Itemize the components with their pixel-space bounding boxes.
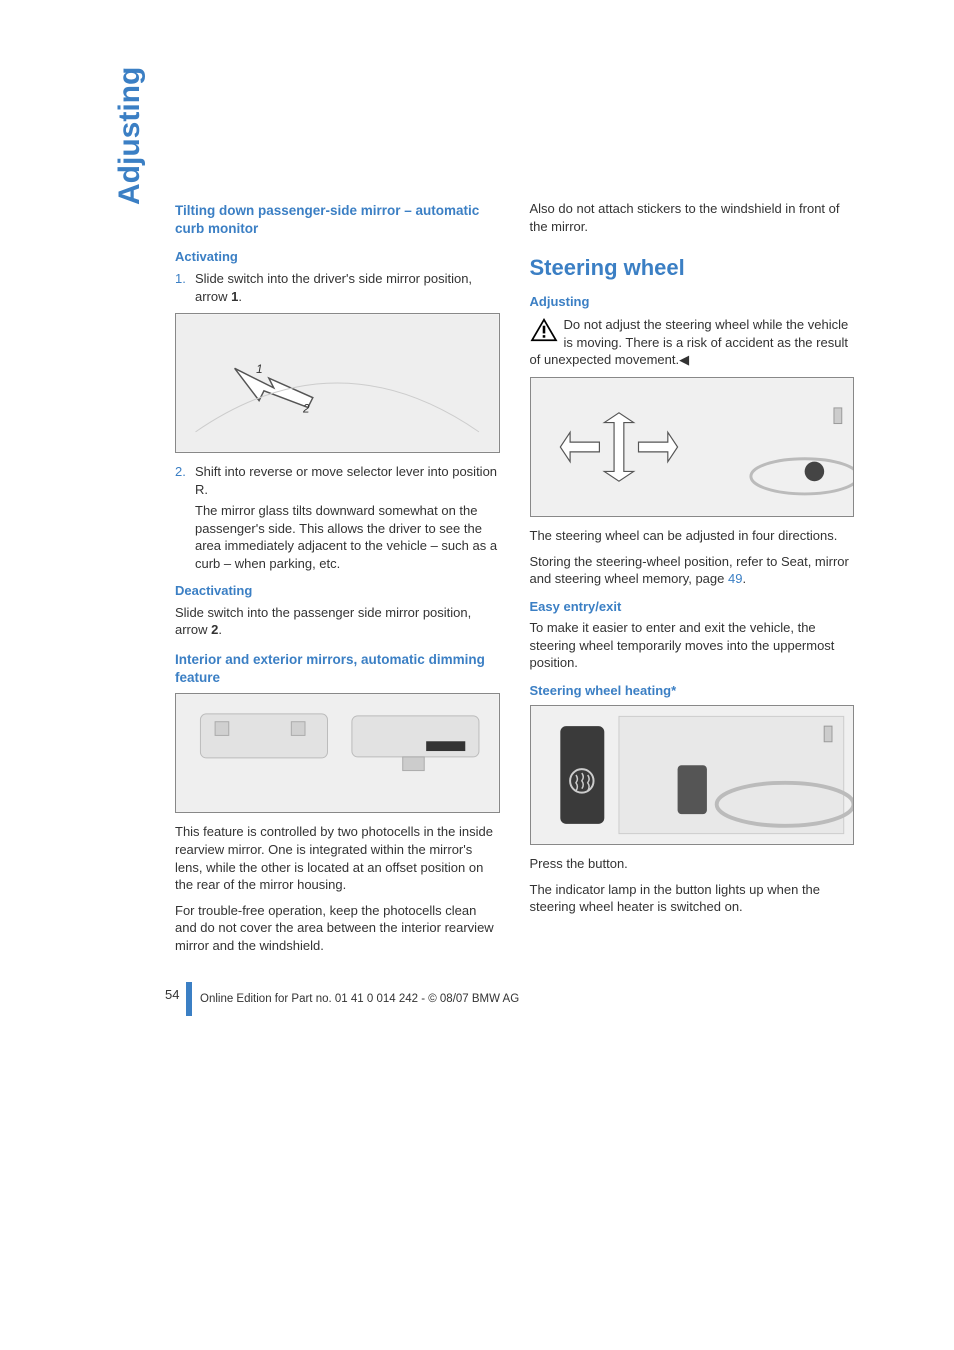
mirrors-para-1: This feature is controlled by two photoc… [175, 823, 500, 893]
figure-rearview-mirror [175, 693, 500, 813]
svg-text:1: 1 [256, 363, 263, 376]
sw-adjust-p2: Storing the steering-wheel position, ref… [530, 553, 855, 588]
page: Adjusting Tilting down passenger-side mi… [0, 0, 954, 1066]
content-columns: Tilting down passenger-side mirror – aut… [175, 200, 854, 962]
activating-item-2: 2. Shift into reverse or move selector l… [175, 463, 500, 572]
swh-p2: The indicator lamp in the button lights … [530, 881, 855, 916]
footer-accent-bar [186, 982, 192, 1016]
heading-sw-adjusting: Adjusting [530, 293, 855, 311]
section-tab-adjusting: Adjusting [110, 67, 151, 205]
warning-icon [530, 318, 558, 342]
warning-block: Do not adjust the steering wheel while t… [530, 316, 855, 369]
figure-steering-adjust [530, 377, 855, 517]
sw-adjust-p1: The steering wheel can be adjusted in fo… [530, 527, 855, 545]
page-footer: 54 Online Edition for Part no. 01 41 0 0… [100, 986, 854, 1026]
heading-tilting-mirror: Tilting down passenger-side mirror – aut… [175, 202, 500, 238]
swh-p1: Press the button. [530, 855, 855, 873]
figure-sw-heating [530, 705, 855, 845]
footer-text: Online Edition for Part no. 01 41 0 014 … [200, 992, 519, 1008]
end-mark-icon: ◀ [679, 351, 689, 369]
heading-steering-wheel: Steering wheel [530, 253, 855, 283]
heading-activating: Activating [175, 248, 500, 266]
right-column: Also do not attach stickers to the winds… [530, 200, 855, 962]
activating-list: 1. Slide switch into the driver's side m… [175, 270, 500, 305]
page-ref-49[interactable]: 49 [728, 571, 742, 586]
list-number: 1. [175, 270, 195, 305]
list-number: 2. [175, 463, 195, 572]
deactivating-text: Slide switch into the passenger side mir… [175, 604, 500, 639]
page-number: 54 [165, 986, 179, 1004]
list-text: Slide switch into the driver's side mirr… [195, 270, 500, 305]
windshield-note: Also do not attach stickers to the winds… [530, 200, 855, 235]
heading-sw-heating: Steering wheel heating* [530, 682, 855, 700]
figure-mirror-switch: 1 2 [175, 313, 500, 453]
heading-deactivating: Deactivating [175, 582, 500, 600]
activating-list-2: 2. Shift into reverse or move selector l… [175, 463, 500, 572]
svg-text:2: 2 [302, 402, 310, 415]
heading-mirrors-dimming: Interior and exterior mirrors, automatic… [175, 651, 500, 687]
easy-entry-text: To make it easier to enter and exit the … [530, 619, 855, 672]
activating-item-1: 1. Slide switch into the driver's side m… [175, 270, 500, 305]
mirrors-para-2: For trouble-free operation, keep the pho… [175, 902, 500, 955]
heading-easy-entry: Easy entry/exit [530, 598, 855, 616]
left-column: Tilting down passenger-side mirror – aut… [175, 200, 500, 962]
list-text: Shift into reverse or move selector leve… [195, 463, 500, 572]
